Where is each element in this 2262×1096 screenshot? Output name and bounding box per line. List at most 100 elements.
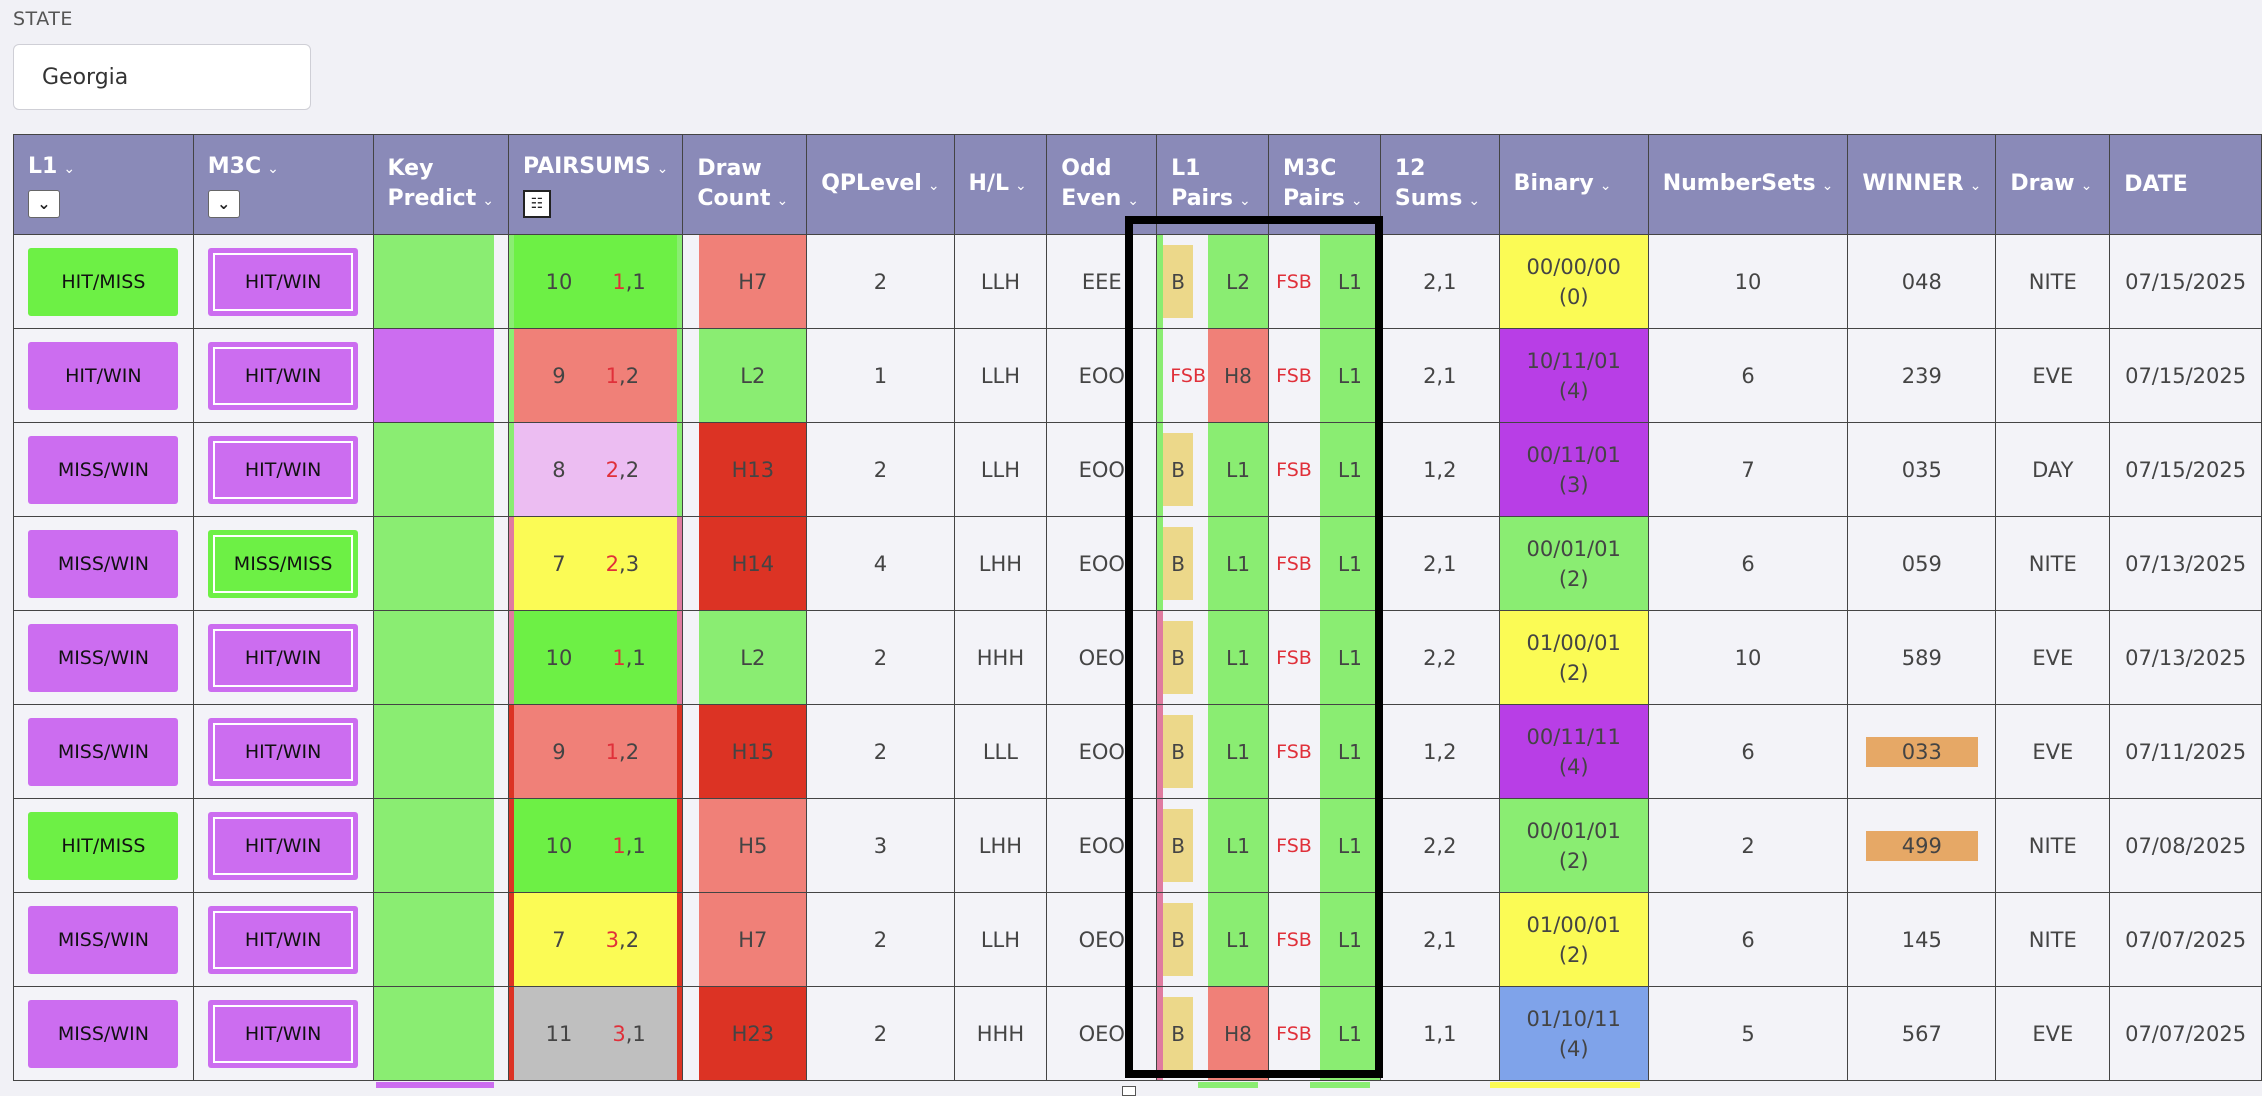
l1-status-button[interactable]: MISS/WIN [28, 435, 179, 504]
l1-status-button[interactable]: MISS/WIN [28, 529, 179, 598]
dropdown-toggle-icon[interactable]: ⌄ [28, 189, 60, 218]
chevron-down-icon[interactable]: ⌄ [776, 192, 789, 209]
qplevel-cell: 2 [806, 986, 955, 1081]
draw-count-cell: L2 [682, 328, 808, 423]
m3c-cell: HIT/WIN [192, 610, 374, 705]
col-numbersets-label: NumberSets [1662, 170, 1816, 196]
12-sums-cell: 1,2 [1379, 422, 1500, 517]
pairsums-split-first: 1 [612, 269, 626, 294]
chevron-down-icon[interactable]: ⌄ [1599, 177, 1612, 194]
col-l1-pairs-label: L1 Pairs [1171, 155, 1234, 211]
chevron-down-icon[interactable]: ⌄ [1969, 177, 1982, 194]
dropdown-toggle-icon[interactable]: ⌄ [207, 189, 240, 218]
winner-cell: 048 [1847, 234, 1997, 329]
col-header-l1-pairs[interactable]: L1 Pairs ⌄ [1156, 134, 1270, 235]
m3c-pair-value: L1 [1319, 705, 1380, 798]
l1-status-button[interactable]: HIT/WIN [28, 341, 179, 410]
m3c-cell: HIT/WIN [192, 798, 374, 893]
col-header-pairsums[interactable]: PAIRSUMS ⌄ ☷ [507, 134, 684, 235]
chevron-down-icon[interactable]: ⌄ [1350, 192, 1363, 209]
m3c-status-button[interactable]: HIT/WIN [208, 811, 359, 880]
l1-pairs-stripe [1157, 423, 1164, 516]
col-header-key-predict[interactable]: Key Predict ⌄ [372, 134, 509, 235]
m3c-status-button[interactable]: HIT/WIN [208, 247, 359, 316]
calendar-icon[interactable]: ☷ [522, 189, 551, 218]
state-select[interactable]: Georgia [13, 44, 311, 110]
l1-pairs-cell: B L1 [1156, 892, 1270, 987]
col-pairsums-label: PAIRSUMS [522, 153, 651, 179]
pairsums-total: 9 [552, 363, 566, 388]
hl-cell: LHH [953, 798, 1048, 893]
m3c-status-button[interactable]: HIT/WIN [208, 999, 359, 1068]
chevron-down-icon[interactable]: ⌄ [267, 160, 279, 177]
l1-pair-badge: B [1163, 621, 1194, 694]
pairsums-split-first: 2 [605, 457, 620, 482]
key-predict-stripe [495, 705, 508, 798]
chevron-down-icon[interactable]: ⌄ [1239, 192, 1251, 209]
l1-status-button[interactable]: HIT/MISS [28, 247, 179, 316]
col-header-draw[interactable]: Draw ⌄ [1995, 134, 2111, 235]
col-header-m3c[interactable]: M3C ⌄ ⌄ [192, 134, 374, 235]
pairsums-cell: 10 1,1 [507, 234, 684, 329]
l1-cell: MISS/WIN [13, 986, 194, 1081]
col-header-hl[interactable]: H/L ⌄ [953, 134, 1048, 235]
chevron-down-icon[interactable]: ⌄ [63, 160, 76, 177]
header-row: L1 ⌄ ⌄ M3C ⌄ ⌄ Key Predict ⌄ PAIRSUMS ⌄ ☷ Draw … [13, 134, 2262, 235]
m3c-status-button[interactable]: HIT/WIN [208, 623, 359, 692]
col-header-qplevel[interactable]: QPLevel ⌄ [806, 134, 955, 235]
l1-cell: MISS/WIN [13, 516, 194, 611]
l1-status-button[interactable]: MISS/WIN [28, 717, 179, 786]
chevron-down-icon[interactable]: ⌄ [1015, 177, 1027, 194]
pairsums-split-rest: ,3 [619, 551, 640, 576]
col-winner-label: WINNER [1862, 170, 1964, 196]
l1-status-button[interactable]: MISS/WIN [28, 623, 179, 692]
m3c-status-button[interactable]: HIT/WIN [208, 905, 359, 974]
col-header-odd-even[interactable]: Odd Even ⌄ [1046, 134, 1158, 235]
m3c-status-button[interactable]: HIT/WIN [208, 341, 359, 410]
chevron-down-icon[interactable]: ⌄ [2080, 177, 2093, 194]
col-header-winner[interactable]: WINNER ⌄ [1847, 134, 1997, 235]
winner-highlight: 499 [1865, 830, 1978, 861]
col-header-m3c-pairs[interactable]: M3C Pairs ⌄ [1268, 134, 1381, 235]
key-predict-fill [373, 423, 494, 516]
col-header-12-sums[interactable]: 12 Sums ⌄ [1379, 134, 1500, 235]
key-predict-fill [373, 235, 494, 328]
resize-handle-icon[interactable] [1122, 1086, 1136, 1096]
l1-status-button[interactable]: HIT/MISS [28, 811, 179, 880]
pairsums-right-stripe [677, 987, 683, 1080]
chevron-down-icon[interactable]: ⌄ [1127, 192, 1139, 209]
odd-even-cell: OEO [1046, 986, 1158, 1081]
chevron-down-icon[interactable]: ⌄ [927, 177, 940, 194]
hl-cell: LLH [953, 892, 1048, 987]
col-header-l1[interactable]: L1 ⌄ ⌄ [13, 134, 194, 235]
winner-cell: 033 [1847, 704, 1997, 799]
key-predict-fill [373, 893, 494, 986]
chevron-down-icon[interactable]: ⌄ [1821, 177, 1834, 194]
m3c-status-button[interactable]: HIT/WIN [208, 717, 359, 786]
key-predict-stripe [495, 235, 508, 328]
col-header-binary[interactable]: Binary ⌄ [1498, 134, 1649, 235]
l1-pairs-cell: FSB H8 [1156, 328, 1270, 423]
pairsums-right-stripe [677, 611, 683, 704]
qplevel-cell: 2 [806, 234, 955, 329]
key-predict-fill [373, 799, 494, 892]
m3c-status-button[interactable]: HIT/WIN [208, 435, 359, 504]
l1-status-button[interactable]: MISS/WIN [28, 999, 179, 1068]
draw-count-value: H7 [699, 235, 807, 328]
m3c-pair-badge: FSB [1276, 646, 1312, 669]
col-l1-label: L1 [28, 153, 58, 179]
chevron-down-icon[interactable]: ⌄ [482, 192, 494, 209]
col-header-numbersets[interactable]: NumberSets ⌄ [1647, 134, 1849, 235]
draw-cell: EVE [1995, 986, 2111, 1081]
l1-cell: MISS/WIN [13, 610, 194, 705]
numbersets-cell: 6 [1647, 328, 1849, 423]
binary-cell: 01/00/01 (2) [1498, 610, 1649, 705]
chevron-down-icon[interactable]: ⌄ [1468, 192, 1481, 209]
m3c-cell: HIT/WIN [192, 986, 374, 1081]
col-header-draw-count[interactable]: Draw Count ⌄ [682, 134, 808, 235]
l1-status-button[interactable]: MISS/WIN [28, 905, 179, 974]
chevron-down-icon[interactable]: ⌄ [656, 160, 669, 177]
draw-cell: NITE [1995, 798, 2111, 893]
binary-cell: 01/10/11 (4) [1498, 986, 1649, 1081]
m3c-status-button[interactable]: MISS/MISS [208, 529, 359, 598]
